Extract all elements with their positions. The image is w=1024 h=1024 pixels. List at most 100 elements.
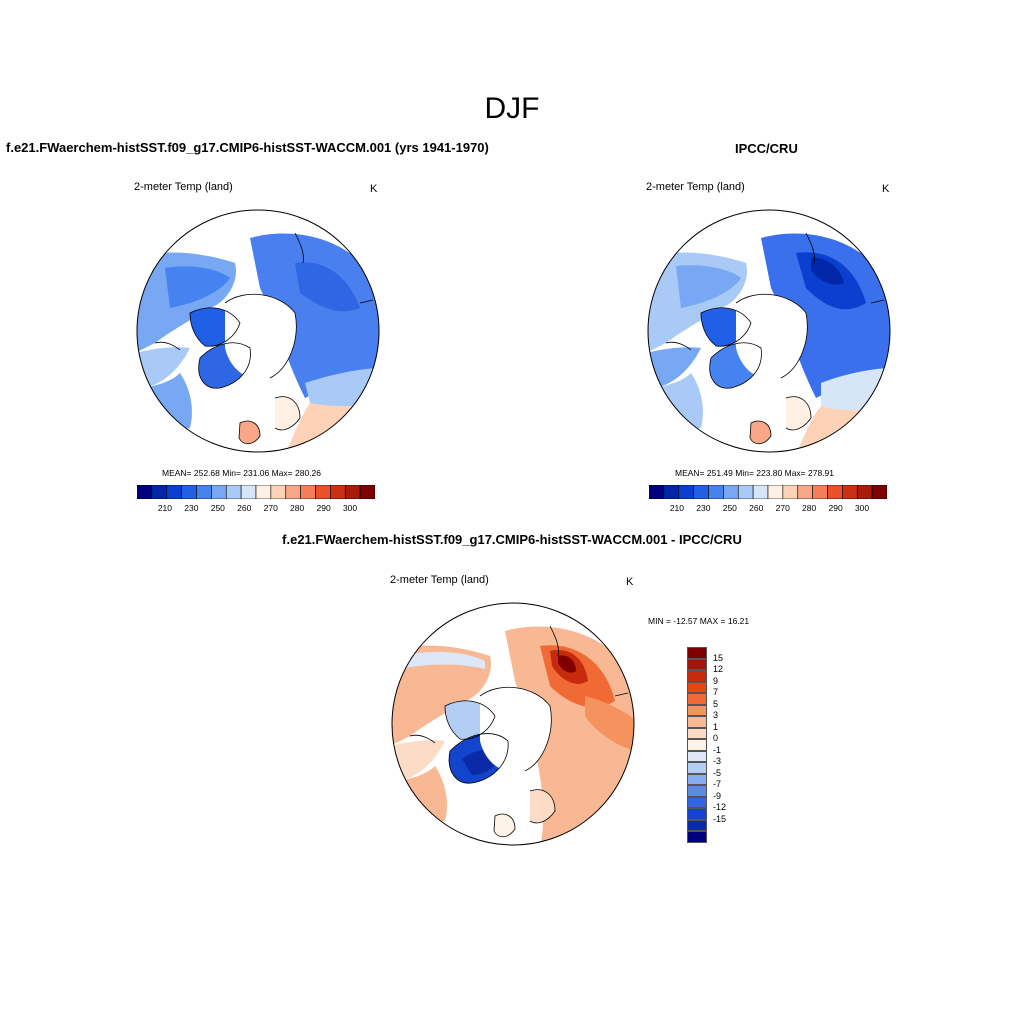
colorbar-swatch bbox=[687, 658, 707, 671]
colorbar-swatch bbox=[166, 485, 182, 499]
polar-map-diff bbox=[391, 602, 635, 846]
colorbar-swatch bbox=[137, 485, 153, 499]
colorbar-swatch bbox=[181, 485, 197, 499]
colorbar-swatch bbox=[359, 485, 375, 499]
colorbar-swatch bbox=[300, 485, 316, 499]
colorbar-swatch bbox=[687, 704, 707, 717]
units-label-diff: K bbox=[626, 576, 634, 588]
colorbar-tick-label: 230 bbox=[184, 503, 199, 513]
colorbar-swatch bbox=[687, 739, 707, 751]
colorbar-tick-label: 230 bbox=[696, 503, 711, 513]
colorbar-tick-label: -1 bbox=[713, 744, 722, 755]
colorbar-swatch bbox=[649, 485, 665, 499]
figure-title: DJF bbox=[484, 92, 540, 125]
stats-obs: MEAN= 251.49 Min= 223.80 Max= 278.91 bbox=[675, 468, 835, 478]
variable-label-model: 2-meter Temp (land) bbox=[134, 181, 233, 193]
colorbar-tick-label: 250 bbox=[210, 503, 225, 513]
colorbar-swatch bbox=[752, 485, 769, 499]
colorbar-swatch bbox=[255, 485, 272, 499]
colorbar-tick-label: 5 bbox=[713, 698, 719, 709]
colorbar-tick-label: 270 bbox=[775, 503, 790, 513]
colorbar-tick-label: 12 bbox=[713, 664, 724, 675]
colorbar-swatch bbox=[737, 485, 754, 499]
colorbar-swatch bbox=[687, 785, 707, 797]
colorbar-swatch bbox=[678, 485, 694, 499]
variable-label-obs: 2-meter Temp (land) bbox=[646, 181, 745, 193]
colorbar-swatch bbox=[687, 808, 707, 820]
colorbar-swatch bbox=[687, 750, 707, 763]
colorbar-ticks-obs: 210 230 250 260 270 280 290 300 bbox=[649, 503, 887, 515]
colorbar-tick-label: 290 bbox=[828, 503, 843, 513]
colorbar-tick-label: 9 bbox=[713, 675, 719, 686]
colorbar-swatch bbox=[315, 485, 331, 499]
colorbar-swatch bbox=[196, 485, 212, 499]
colorbar-swatch bbox=[687, 670, 707, 682]
colorbar-tick-label: -5 bbox=[713, 767, 722, 778]
units-label-obs: K bbox=[882, 183, 890, 195]
colorbar-swatch bbox=[708, 485, 724, 499]
colorbar-tick-label: 300 bbox=[854, 503, 870, 513]
colorbar-tick-label: 210 bbox=[157, 503, 173, 513]
colorbar-swatch bbox=[687, 831, 707, 843]
colorbar-swatch bbox=[842, 485, 858, 499]
panel-title-diff: f.e21.FWaerchem-histSST.f09_g17.CMIP6-hi… bbox=[282, 532, 742, 547]
colorbar-tick-label: 290 bbox=[316, 503, 331, 513]
colorbar-swatch bbox=[871, 485, 887, 499]
colorbar-swatch bbox=[687, 727, 707, 740]
colorbar-tick-label: 300 bbox=[342, 503, 358, 513]
stats-model: MEAN= 252.68 Min= 231.06 Max= 280.26 bbox=[162, 468, 322, 478]
panel-title-obs: IPCC/CRU bbox=[735, 141, 798, 156]
colorbar-swatch bbox=[687, 693, 707, 705]
colorbar-tick-label: 3 bbox=[713, 710, 719, 721]
colorbar-swatch bbox=[663, 485, 680, 499]
colorbar-tick-label: -15 bbox=[713, 813, 727, 824]
colorbar-tick-label: 0 bbox=[713, 733, 719, 744]
polar-map-obs bbox=[647, 209, 891, 453]
colorbar-swatch bbox=[687, 716, 707, 728]
colorbar-swatch bbox=[225, 485, 242, 499]
colorbar-tick-label: -9 bbox=[713, 790, 722, 801]
colorbar-swatch bbox=[687, 681, 707, 694]
colorbar-tick-label: 1 bbox=[713, 721, 719, 732]
colorbar-ticks-model: 210 230 250 260 270 280 290 300 bbox=[137, 503, 375, 515]
colorbar-swatch bbox=[687, 762, 707, 774]
colorbar-swatch bbox=[344, 485, 361, 499]
colorbar-swatch bbox=[782, 485, 799, 499]
variable-label-diff: 2-meter Temp (land) bbox=[390, 574, 489, 586]
colorbar-obs bbox=[649, 485, 887, 499]
panel-title-model: f.e21.FWaerchem-histSST.f09_g17.CMIP6-hi… bbox=[6, 140, 489, 155]
colorbar-tick-label: 210 bbox=[669, 503, 685, 513]
colorbar-tick-label: 280 bbox=[290, 503, 305, 513]
colorbar-tick-label: 280 bbox=[802, 503, 817, 513]
colorbar-tick-label: 270 bbox=[263, 503, 278, 513]
colorbar-swatch bbox=[687, 773, 707, 786]
colorbar-swatch bbox=[270, 485, 287, 499]
colorbar-tick-label: -12 bbox=[713, 802, 727, 813]
stats-diff: MIN = -12.57 MAX = 16.21 bbox=[648, 616, 750, 626]
colorbar-tick-label: -7 bbox=[713, 779, 722, 790]
colorbar-tick-label: 260 bbox=[237, 503, 252, 513]
colorbar-swatch bbox=[856, 485, 873, 499]
colorbar-tick-label: 15 bbox=[713, 652, 724, 663]
colorbar-swatch bbox=[767, 485, 784, 499]
colorbar-swatch bbox=[797, 485, 813, 499]
units-label-model: K bbox=[370, 183, 378, 195]
colorbar-tick-label: 7 bbox=[713, 687, 719, 698]
colorbar-tick-label: 250 bbox=[722, 503, 737, 513]
colorbar-swatch bbox=[240, 485, 257, 499]
colorbar-model bbox=[137, 485, 375, 499]
colorbar-swatch bbox=[812, 485, 828, 499]
colorbar-swatch bbox=[211, 485, 227, 499]
colorbar-tick-label: 260 bbox=[749, 503, 764, 513]
colorbar-swatch bbox=[687, 796, 707, 809]
colorbar-swatch bbox=[151, 485, 168, 499]
colorbar-swatch bbox=[330, 485, 346, 499]
colorbar-swatch bbox=[693, 485, 709, 499]
colorbar-swatch bbox=[687, 819, 707, 832]
colorbar-swatch bbox=[723, 485, 739, 499]
colorbar-swatch bbox=[285, 485, 301, 499]
colorbar-diff: 15 12 9 7 5 3 1 0 -1 -3 -5 -7 -9 -12 -15 bbox=[687, 647, 747, 843]
polar-map-model bbox=[136, 209, 380, 453]
colorbar-swatch bbox=[687, 647, 707, 659]
colorbar-swatch bbox=[827, 485, 843, 499]
